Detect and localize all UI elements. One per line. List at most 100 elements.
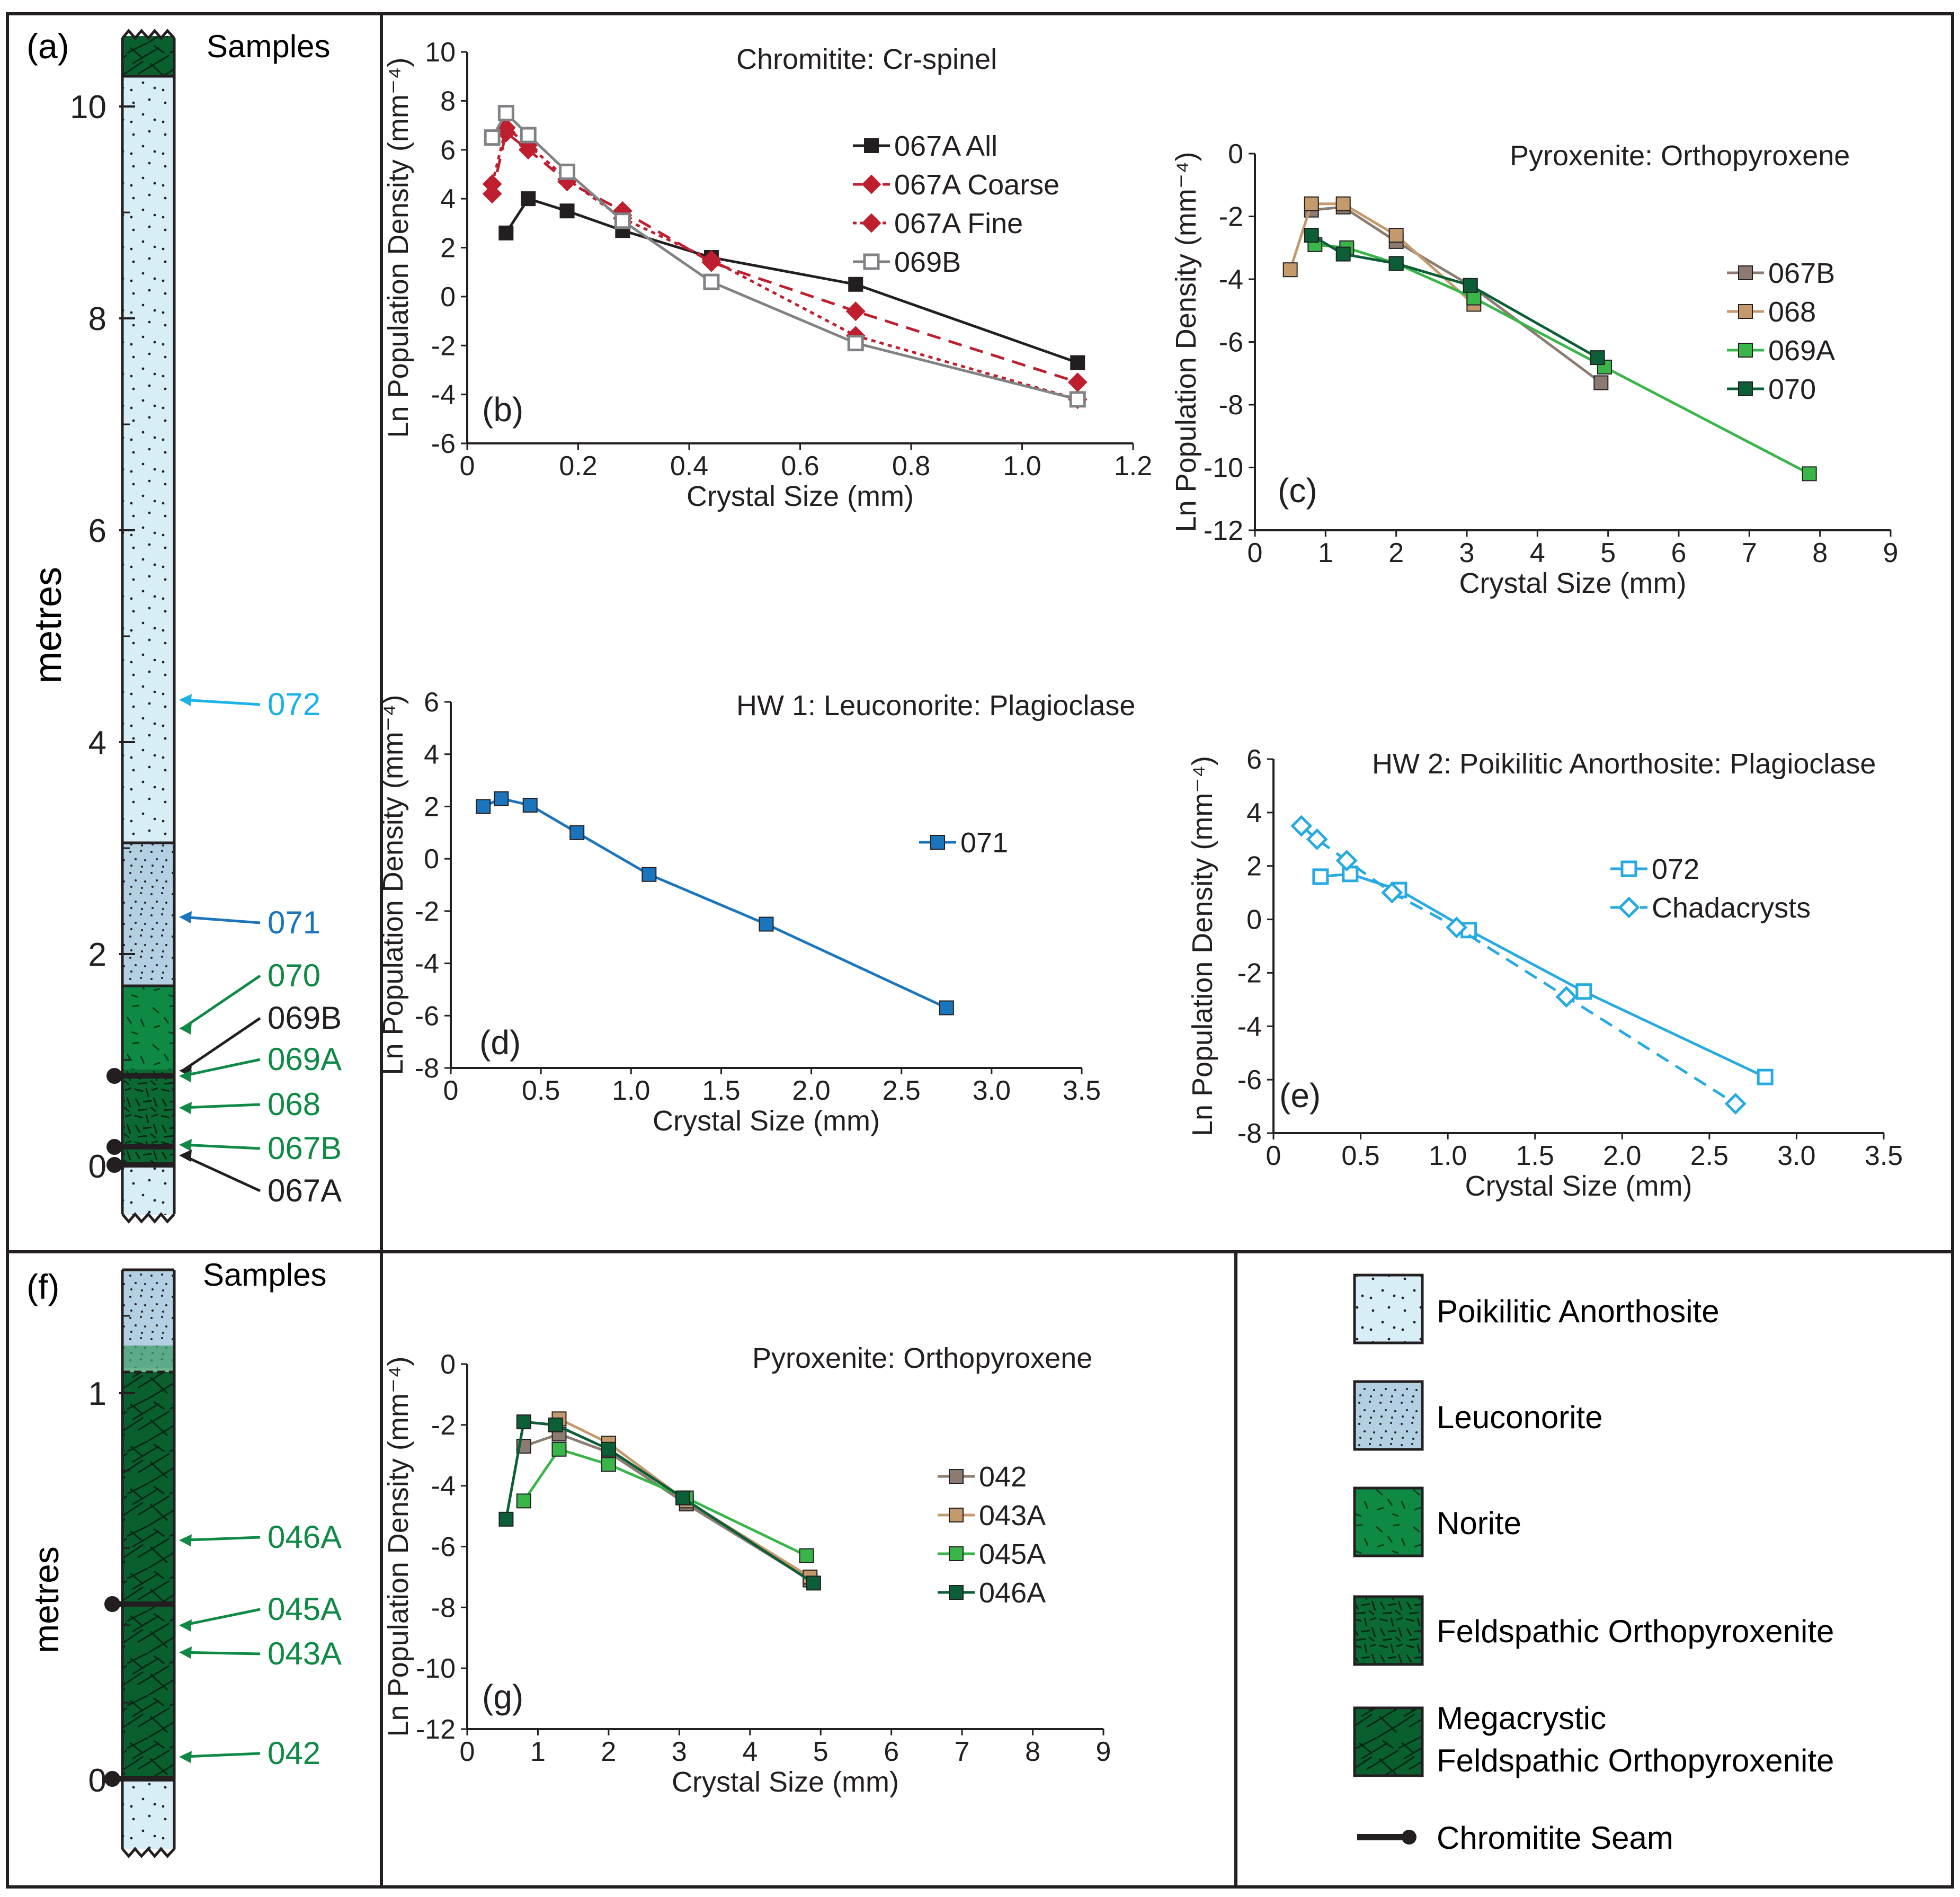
chart-g-x-tick-label: 1 <box>530 1736 546 1767</box>
stratigraphic-column-a: (a) Samples metres 0 2 4 6 8 10 072 071 070 069B… <box>26 26 342 1224</box>
column_a-sample-arrow <box>182 1058 261 1077</box>
chart-b-title: Chromitite: Cr-spinel <box>736 43 997 75</box>
chart-c-x-tick-label: 7 <box>1742 538 1757 568</box>
chart-g-x-tick-label: 6 <box>884 1736 899 1767</box>
chart-e-data-point <box>1724 1092 1747 1115</box>
chart-d-y-axis-title: Ln Population Density (mm⁻⁴) <box>377 695 409 1075</box>
column-a-axis: 0 2 4 6 8 10 <box>70 54 135 1185</box>
chart-c-data-point <box>1304 228 1319 243</box>
chart-g-data-point <box>601 1457 616 1472</box>
chart-g-series-line <box>523 1432 811 1581</box>
chart-b-data-point <box>521 191 536 207</box>
column_f-tick-label: 0 <box>88 1762 106 1799</box>
column_a-tick-label: 4 <box>88 725 106 761</box>
chart-b-y-tick-label: 0 <box>440 282 456 313</box>
chart-g-legend-entry: 042 <box>938 1461 1027 1493</box>
chart-g-y-tick-label: -12 <box>416 1714 456 1745</box>
chart-c-y-tick-label: -2 <box>1219 202 1243 233</box>
chart-c-legend-label: 067B <box>1768 257 1835 289</box>
chart-d-x-tick-label: 1.5 <box>702 1075 740 1106</box>
column-a-sample-markers: 072 071 070 069B 069A 068 067B 067A <box>179 687 342 1208</box>
column_f-sample-043A: 043A <box>179 1636 342 1671</box>
column_a-sample-071: 071 <box>179 905 320 940</box>
chart-c-x-tick-label: 9 <box>1883 538 1899 568</box>
chart-g-legend-marker <box>949 1469 964 1484</box>
column_a-sample-arrowhead <box>179 1102 192 1114</box>
column_a-sample-069A: 069A <box>179 1041 342 1082</box>
feldspathic-orthopyroxenite-swatch <box>1353 1595 1424 1666</box>
legend-item-megacrystic-feldspathic-orthopyroxenite: Megacrystic Feldspathic Orthopyroxenite <box>1353 1700 1834 1778</box>
chart-g-data-point <box>548 1417 563 1432</box>
column_a-sample-arrowhead <box>179 1022 192 1035</box>
chart-d-data-point <box>939 1000 954 1016</box>
chart-g-y-tick-label: -4 <box>431 1471 456 1502</box>
column-f-poikilitic-anorthosite-unit <box>122 1780 174 1849</box>
chart-d-hw1-leuconorite-plagioclase: 0 0.5 1.0 1.5 2.0 2.5 3.0 3.5 -8 -6 -4 -2 0 2 4 6 Crysta… <box>377 687 1135 1137</box>
chart-c-y-tick-label: -12 <box>1204 515 1243 546</box>
chart-c-data-point <box>1335 196 1351 211</box>
chart-b-legend-entry: 067A All <box>853 130 997 162</box>
chart-d-y-tick-label: 2 <box>424 791 439 822</box>
chart-d-x-tick-label: 1.0 <box>612 1075 650 1106</box>
chart-c-y-tick-label: -8 <box>1219 390 1243 421</box>
chart-d-legend-entry: 071 <box>919 827 1008 859</box>
chart-b-legend-marker <box>861 174 881 194</box>
column-a-break-bottom <box>121 1212 175 1224</box>
chart-c-data-point <box>1388 228 1404 243</box>
chart-b-data-point <box>1067 372 1088 392</box>
chart-d-legend-marker <box>930 835 945 850</box>
chart-e-y-tick-label: -6 <box>1237 1065 1262 1096</box>
chart-g-legend-label: 046A <box>979 1577 1046 1609</box>
chart-b-y-axis-title: Ln Population Density (mm⁻⁴) <box>382 58 414 438</box>
chart-b-chromitite-cr-spinel: 0 0.2 0.4 0.6 0.8 1.0 1.2 -6 -4 -2 0 2 4 6 8 10 Crystal … <box>382 37 1152 512</box>
chart-e-data-point <box>1555 986 1578 1008</box>
chart-b-data-point <box>614 212 631 229</box>
chart-b-legend-entry: 067A Fine <box>853 208 1023 239</box>
chart-c-data-point <box>1388 256 1404 271</box>
chart-e-panel-label: (e) <box>1279 1076 1321 1115</box>
chart-g-y-axis-title: Ln Population Density (mm⁻⁴) <box>382 1357 414 1737</box>
chart-c-legend-label: 069A <box>1768 335 1835 367</box>
column_a-sample-067A: 067A <box>179 1150 342 1208</box>
column_f-sample-label: 046A <box>268 1519 342 1555</box>
chart-d-data-point <box>569 825 585 840</box>
chart-c-series-line <box>1311 206 1602 384</box>
chart-b-panel-label: (b) <box>482 390 523 429</box>
chart-g-x-tick-label: 2 <box>601 1736 616 1767</box>
legend-label-megacrystic-line-2: Feldspathic Orthopyroxenite <box>1437 1743 1834 1778</box>
chart-g-series-045a <box>516 1441 814 1563</box>
chart-g-legend-label: 042 <box>979 1461 1027 1493</box>
chart-b-x-tick-label: 0.6 <box>781 451 819 482</box>
chart-d-y-tick-label: 4 <box>424 740 439 770</box>
chart-c-legend-entry: 068 <box>1727 296 1816 328</box>
column_f-sample-arrow <box>182 1752 261 1758</box>
chart-d-y-tick-label: -4 <box>415 949 439 979</box>
column-f-transition-unit <box>122 1346 174 1372</box>
column_f-sample-arrow <box>182 1608 261 1627</box>
chart-b-data-point <box>845 301 866 322</box>
chart-b-legend-label: 069B <box>894 246 961 278</box>
chart-b-data-point <box>848 277 863 292</box>
chart-g-y-tick-label: -8 <box>431 1592 456 1623</box>
chart-c-data-point <box>1802 466 1817 482</box>
chart-b-legend-label: 067A All <box>894 130 997 162</box>
chart-b-x-tick-label: 1.0 <box>1003 451 1041 482</box>
column-f-axis-title: metres <box>26 1546 66 1653</box>
chart-g-series-046a <box>498 1414 821 1591</box>
chart-e-legend-label: 072 <box>1652 853 1699 885</box>
chart-d-y-tick-label: 6 <box>424 687 439 718</box>
chart-c-panel-label: (c) <box>1278 471 1317 510</box>
chart-e-axes: 0 0.5 1.0 1.5 2.0 2.5 3.0 3.5 -8 -6 -4 -2 0 2 4 6 Crysta… <box>1187 744 1903 1202</box>
column_a-sample-arrowhead <box>179 1070 192 1082</box>
chart-g-title: Pyroxenite: Orthopyroxene <box>752 1342 1092 1374</box>
chart-e-x-tick-label: 2.5 <box>1690 1141 1729 1171</box>
chart-b-data-point <box>1070 355 1085 370</box>
column_a-sample-arrow <box>182 698 261 706</box>
megacrystic-feldspathic-orthopyroxenite-swatch <box>1353 1706 1424 1777</box>
column_a-sample-arrow <box>182 1143 261 1150</box>
chart-c-legend-marker <box>1738 304 1753 319</box>
chart-b-data-point <box>559 203 575 219</box>
column_a-sample-label: 071 <box>268 905 320 940</box>
chart-g-y-tick-label: -6 <box>431 1532 456 1563</box>
chart-g-x-tick-label: 9 <box>1096 1736 1111 1767</box>
